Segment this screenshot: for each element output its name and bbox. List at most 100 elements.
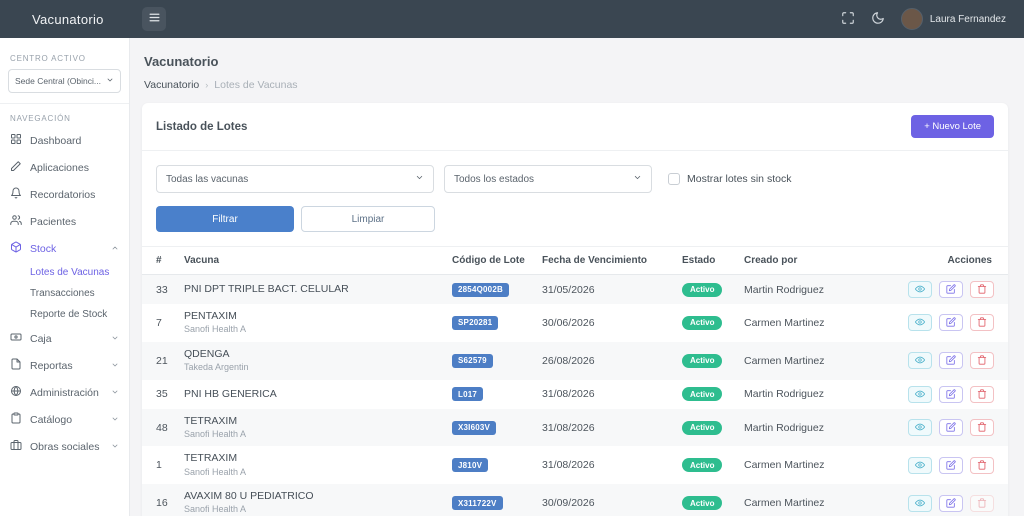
lot-code-badge: 2854Q002B [452,282,509,297]
header-vaccine: Vacuna [176,246,444,275]
edit-button[interactable] [939,385,964,403]
lot-code-badge: SP20281 [452,315,499,330]
view-button[interactable] [908,314,933,332]
eye-icon [915,387,926,402]
sidebar-subitem-reporte-de-stock[interactable]: Reporte de Stock [30,309,108,320]
breadcrumb-parent[interactable]: Vacunatorio [144,79,200,91]
new-lot-button[interactable]: + Nuevo Lote [911,115,994,138]
edit-button[interactable] [939,314,964,332]
delete-button[interactable] [970,385,994,403]
delete-button[interactable] [970,314,994,332]
vaccine-name: QDENGA [184,347,230,360]
status-badge: Activo [682,353,723,368]
sidebar-item-reportas[interactable]: Reportas [0,352,129,379]
sidebar-item-caja[interactable]: Caja [0,325,129,352]
chevron-down-icon [111,387,119,399]
dark-mode-button[interactable] [871,11,885,28]
lot-code-badge: S62579 [452,353,493,368]
chevron-down-icon [415,173,424,185]
card-title: Listado de Lotes [156,120,248,133]
edit-button[interactable] [939,281,964,298]
view-button[interactable] [908,385,933,403]
lots-table-body: 33 PNI DPT TRIPLE BACT. CELULAR 2854Q002… [142,274,1008,516]
header-expiry: Fecha de Vencimiento [534,246,674,275]
trash-icon [977,315,987,330]
breadcrumb: Vacunatorio › Lotes de Vacunas [142,79,1008,103]
delete-button[interactable] [970,352,994,370]
lot-code-badge: L017 [452,387,484,402]
cash-icon [10,331,22,346]
sidebar-subitem-transacciones[interactable]: Transacciones [30,288,95,299]
center-select[interactable]: Sede Central (Obinci... [8,69,121,93]
moon-icon [871,11,885,28]
divider [0,103,129,104]
avatar [900,8,923,30]
edit-button[interactable] [939,494,964,512]
chevron-right-icon: › [205,80,209,90]
table-header-row: # Vacuna Código de Lote Fecha de Vencimi… [142,246,1008,275]
chevron-down-icon [111,414,119,426]
delete-button[interactable] [970,494,994,512]
vaccine-name: TETRAXIM [184,414,238,427]
globe-icon [10,385,22,400]
checkbox-icon[interactable] [668,173,680,185]
state-filter-select[interactable]: Todos los estados [444,165,652,193]
eye-icon [915,496,926,511]
edit-button[interactable] [939,456,964,474]
show-out-of-stock-toggle[interactable]: Mostrar lotes sin stock [668,173,791,185]
people-icon [10,214,22,229]
filter-button[interactable]: Filtrar [156,206,294,232]
sidebar-item-pacientes[interactable]: Pacientes [0,208,129,235]
edit-icon [946,282,956,297]
table-row: 16 AVAXIM 80 U PEDIATRICO Sanofi Health A… [142,484,1008,516]
delete-button[interactable] [970,456,994,474]
vaccine-name: AVAXIM 80 U PEDIATRICO [184,490,314,503]
lot-number: 21 [156,354,168,367]
chevron-down-icon [106,76,114,86]
edit-icon [946,315,956,330]
edit-icon [946,420,956,435]
vaccine-filter-select[interactable]: Todas las vacunas [156,165,434,193]
sidebar-item-dashboard[interactable]: Dashboard [0,127,129,154]
lots-table: # Vacuna Código de Lote Fecha de Vencimi… [142,246,1008,516]
lot-number: 33 [156,283,168,296]
app-brand: Vacunatorio [32,11,104,27]
view-button[interactable] [908,352,933,370]
sidebar-item-catalogo[interactable]: Catálogo [0,406,129,433]
sidebar-item-administracion[interactable]: Administración [0,379,129,406]
lot-code-badge: J810V [452,458,489,473]
chevron-down-icon [633,173,642,185]
view-button[interactable] [908,281,933,298]
user-menu[interactable]: Laura Fernandez [900,8,1006,30]
sidebar-item-obras-sociales[interactable]: Obras sociales [0,433,129,460]
header-code: Código de Lote [444,246,534,275]
vaccine-name: PNI DPT TRIPLE BACT. CELULAR [184,282,349,295]
created-by: Martin Rodriguez [744,421,824,434]
vaccine-name: PENTAXIM [184,310,237,322]
view-button[interactable] [908,419,933,437]
vaccine-name: TETRAXIM [184,452,238,465]
sidebar-subitem-lotes-de-vacunas[interactable]: Lotes de Vacunas [30,267,110,278]
view-button[interactable] [908,456,933,474]
fullscreen-button[interactable] [841,11,855,28]
sidebar-toggle-button[interactable] [142,7,166,31]
chevron-down-icon [111,360,119,372]
view-button[interactable] [908,494,933,512]
center-section-label: CENTRO ACTIVO [10,54,86,63]
table-row: 48 TETRAXIM Sanofi Health A X3I603V 31/08… [142,408,1008,447]
table-row: 21 QDENGA Takeda Argentin S62579 26/08/20… [142,341,1008,380]
delete-button[interactable] [970,281,994,298]
header-creator: Creado por [736,246,876,275]
delete-button[interactable] [970,419,994,437]
trash-icon [977,282,987,297]
sidebar-item-stock[interactable]: Stock [0,235,129,262]
sidebar-item-recordatorios[interactable]: Recordatorios [0,181,129,208]
expiry-date: 30/06/2026 [542,316,595,329]
page-title: Vacunatorio [144,54,219,69]
vaccine-lab: Sanofi Health A [184,428,247,439]
sidebar-item-aplicaciones[interactable]: Aplicaciones [0,154,129,181]
clear-button[interactable]: Limpiar [301,206,435,232]
edit-button[interactable] [939,419,964,437]
eye-icon [915,458,926,473]
edit-button[interactable] [939,352,964,370]
